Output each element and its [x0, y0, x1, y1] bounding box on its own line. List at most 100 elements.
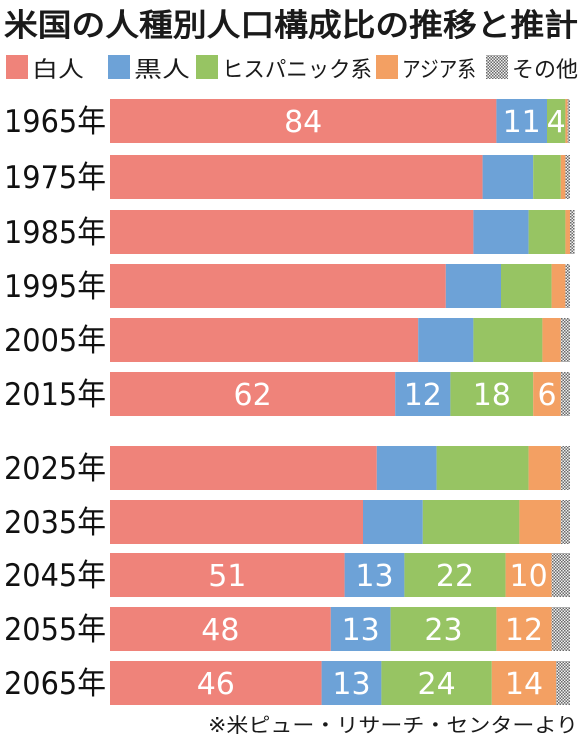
legend-item: その他 — [486, 55, 578, 83]
bar-row: 2035年 — [4, 500, 570, 544]
data-label: 14 — [505, 667, 543, 702]
legend-swatch — [486, 55, 508, 79]
bar-segment — [110, 372, 396, 416]
category-label: 2035年 — [4, 505, 106, 541]
legend-label: ヒスパニック系 — [222, 58, 372, 83]
legend-item: アジア系 — [376, 55, 476, 83]
legend-label: 黒人 — [134, 58, 190, 83]
footnote: ※米ピュー・リサーチ・センターより — [208, 713, 578, 737]
bar-segment — [567, 99, 570, 143]
bar-segment — [110, 155, 483, 199]
bar-segment — [450, 372, 534, 416]
data-label: 23 — [424, 613, 462, 648]
category-label: 2015年 — [4, 377, 106, 413]
category-label: 1965年 — [4, 104, 106, 140]
bar-segment — [491, 661, 557, 705]
bar-segment — [363, 500, 423, 544]
bar-segment — [565, 155, 570, 199]
bar-segment — [533, 155, 561, 199]
bar-segment — [496, 99, 547, 143]
legend-swatch — [376, 55, 398, 79]
bar-segment — [560, 318, 570, 362]
data-label: 51 — [208, 559, 246, 594]
bar-segment — [496, 607, 552, 651]
category-label: 1995年 — [4, 269, 106, 305]
bar-row: 1975年 — [4, 155, 570, 199]
legend-swatch — [196, 55, 218, 79]
bar-segment — [551, 264, 566, 308]
category-label: 2055年 — [4, 612, 106, 648]
bar-segment — [110, 607, 331, 651]
data-label: 18 — [473, 378, 511, 413]
bar-segment — [482, 155, 534, 199]
data-label: 12 — [404, 378, 442, 413]
bar-row: 1995年 — [4, 264, 570, 308]
bar-segment — [560, 155, 566, 199]
bar-segment — [422, 500, 520, 544]
bar-segment — [110, 553, 345, 597]
bar-segment — [528, 210, 566, 254]
bar-segment — [381, 661, 492, 705]
bar-segment — [110, 500, 363, 544]
data-label: 12 — [505, 613, 543, 648]
bar-segment — [330, 607, 391, 651]
category-label: 2065年 — [4, 666, 106, 702]
data-label: 4 — [547, 105, 566, 140]
data-label: 62 — [234, 378, 272, 413]
bar-segment — [560, 500, 570, 544]
bar-row: 2005年 — [4, 318, 570, 362]
bar-segment — [445, 264, 501, 308]
bar-segment — [110, 99, 497, 143]
bar-segment — [473, 210, 529, 254]
bar-segment — [436, 446, 529, 490]
legend-swatch — [108, 55, 130, 79]
bar-row: 2015年 62 12 18 6 — [4, 372, 570, 416]
bar-row: 2025年 — [4, 446, 570, 490]
category-label: 2045年 — [4, 558, 106, 594]
bar-segment — [404, 553, 506, 597]
category-label: 2005年 — [4, 323, 106, 359]
legend-item: 黒人 — [108, 55, 190, 83]
bar-segment — [528, 446, 561, 490]
category-label: 2025年 — [4, 451, 106, 487]
bar-row: 2055年 48 13 23 12 — [4, 607, 570, 651]
bar-row: 2045年 51 13 22 10 — [4, 553, 570, 597]
bar-segment — [570, 210, 575, 254]
bar-segment — [565, 99, 568, 143]
data-label: 48 — [201, 613, 239, 648]
bar-segment — [395, 372, 451, 416]
bar-segment — [560, 372, 570, 416]
bar-segment — [110, 210, 474, 254]
bar-row: 1965年 84 11 4 — [4, 99, 570, 143]
chart-rows: 1965年 84 11 4 1975年 1985年 1995年 2005年 2015年 62 12 1… — [4, 99, 575, 705]
bar-segment — [110, 446, 377, 490]
data-label: 46 — [197, 667, 235, 702]
bar-segment — [110, 661, 322, 705]
data-label: 11 — [503, 105, 541, 140]
legend-item: 白人 — [6, 55, 84, 83]
legend-swatch — [6, 55, 28, 79]
bar-segment — [505, 553, 552, 597]
bar-segment — [565, 210, 570, 254]
bar-segment — [473, 318, 543, 362]
data-label: 24 — [418, 667, 456, 702]
data-label: 6 — [537, 378, 556, 413]
bar-segment — [376, 446, 437, 490]
data-label: 13 — [332, 667, 370, 702]
legend-label: アジア系 — [402, 58, 476, 83]
legend-label: 白人 — [32, 58, 84, 83]
bar-segment — [533, 372, 561, 416]
bar-segment — [321, 661, 382, 705]
bar-segment — [551, 607, 570, 651]
bar-segment — [542, 318, 561, 362]
bar-segment — [501, 264, 552, 308]
legend-label: その他 — [512, 58, 578, 83]
data-label: 13 — [342, 613, 380, 648]
bar-segment — [110, 264, 446, 308]
bar-segment — [551, 553, 570, 597]
data-label: 84 — [284, 105, 322, 140]
data-label: 22 — [436, 559, 474, 594]
bar-segment — [519, 500, 561, 544]
data-label: 13 — [355, 559, 393, 594]
